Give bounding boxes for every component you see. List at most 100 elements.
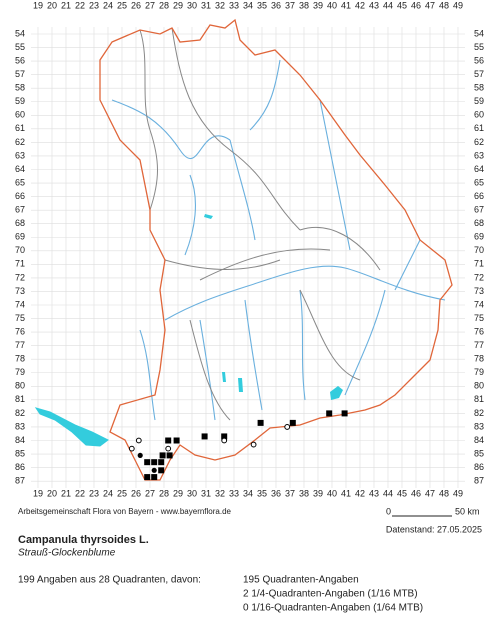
row-label: 61 <box>474 123 484 133</box>
row-label: 69 <box>474 232 484 242</box>
row-label: 65 <box>15 177 25 187</box>
column-label: 48 <box>439 488 449 498</box>
row-label: 78 <box>474 354 484 364</box>
column-label: 26 <box>131 488 141 498</box>
row-label: 59 <box>474 96 484 106</box>
column-label: 32 <box>215 0 225 10</box>
records <box>128 410 348 481</box>
column-label: 40 <box>327 488 337 498</box>
row-label: 84 <box>474 435 484 445</box>
column-label: 41 <box>341 0 351 10</box>
record-square <box>144 459 151 466</box>
row-label: 63 <box>474 150 484 160</box>
row-label: 67 <box>474 205 484 215</box>
row-label: 87 <box>15 476 25 486</box>
column-label: 42 <box>355 0 365 10</box>
row-label: 65 <box>474 177 484 187</box>
record-circle <box>165 445 172 452</box>
row-label: 54 <box>15 28 25 38</box>
date: Datenstand: 27.05.2025 <box>386 524 482 534</box>
column-label: 37 <box>285 488 295 498</box>
column-label: 31 <box>201 0 211 10</box>
record-square <box>289 419 296 426</box>
column-label: 25 <box>117 488 127 498</box>
column-label: 20 <box>47 488 57 498</box>
row-label: 70 <box>15 245 25 255</box>
detail: 195 Quadranten-Angaben <box>243 575 359 586</box>
column-label: 37 <box>285 0 295 10</box>
column-label: 38 <box>299 0 309 10</box>
row-label: 60 <box>15 110 25 120</box>
row-label: 84 <box>15 435 25 445</box>
column-label: 30 <box>187 488 197 498</box>
record-circle <box>250 441 257 448</box>
district-borders <box>139 27 381 421</box>
record-square <box>166 452 173 459</box>
column-label: 38 <box>299 488 309 498</box>
column-label: 43 <box>369 488 379 498</box>
grid: 19 19 20 20 21 21 22 22 23 23 24 24 25 25 26 26 27 27 28 28… <box>15 0 484 498</box>
row-label: 86 <box>15 462 25 472</box>
column-label: 25 <box>117 0 127 10</box>
lake-constance <box>34 407 109 447</box>
row-label: 57 <box>474 69 484 79</box>
record-square <box>158 459 165 466</box>
record-square <box>341 410 348 417</box>
column-label: 34 <box>243 0 253 10</box>
record-square <box>165 437 172 444</box>
record-square <box>201 433 208 440</box>
column-label: 33 <box>229 488 239 498</box>
row-label: 83 <box>474 421 484 431</box>
record-square <box>144 474 151 481</box>
row-label: 58 <box>15 83 25 93</box>
column-label: 43 <box>369 0 379 10</box>
column-label: 42 <box>355 488 365 498</box>
column-label: 22 <box>75 488 85 498</box>
record-circle <box>135 437 142 444</box>
column-label: 24 <box>103 488 113 498</box>
row-label: 74 <box>474 299 484 309</box>
column-label: 47 <box>425 488 435 498</box>
column-label: 35 <box>257 488 267 498</box>
column-label: 21 <box>61 0 71 10</box>
row-label: 55 <box>474 42 484 52</box>
column-label: 49 <box>453 0 463 10</box>
scale-start: 0 <box>386 506 391 516</box>
column-label: 39 <box>313 0 323 10</box>
column-label: 23 <box>89 0 99 10</box>
row-label: 62 <box>15 137 25 147</box>
column-label: 33 <box>229 0 239 10</box>
rivers <box>111 59 446 421</box>
row-label: 74 <box>15 299 25 309</box>
column-label: 21 <box>61 488 71 498</box>
column-label: 46 <box>411 0 421 10</box>
common-name: Strauß-Glockenblume <box>18 548 116 559</box>
row-label: 79 <box>15 367 25 377</box>
column-label: 20 <box>47 0 57 10</box>
column-label: 49 <box>453 488 463 498</box>
row-label: 64 <box>15 164 25 174</box>
column-label: 28 <box>159 0 169 10</box>
column-label: 23 <box>89 488 99 498</box>
column-label: 27 <box>145 488 155 498</box>
credit: Arbeitsgemeinschaft Flora von Bayern - w… <box>18 507 232 516</box>
column-label: 35 <box>257 0 267 10</box>
row-label: 72 <box>15 272 25 282</box>
record-square <box>221 433 228 440</box>
detail: 0 1/16-Quadranten-Angaben (1/64 MTB) <box>243 603 423 614</box>
row-label: 55 <box>15 42 25 52</box>
row-label: 56 <box>474 55 484 65</box>
column-label: 28 <box>159 488 169 498</box>
column-label: 29 <box>173 0 183 10</box>
row-label: 71 <box>15 259 25 269</box>
row-label: 82 <box>15 408 25 418</box>
column-label: 22 <box>75 0 85 10</box>
column-label: 46 <box>411 488 421 498</box>
record-dot <box>137 452 143 459</box>
column-label: 40 <box>327 0 337 10</box>
record-square <box>151 459 158 466</box>
record-square <box>151 474 158 481</box>
column-label: 44 <box>383 488 393 498</box>
row-label: 66 <box>15 191 25 201</box>
